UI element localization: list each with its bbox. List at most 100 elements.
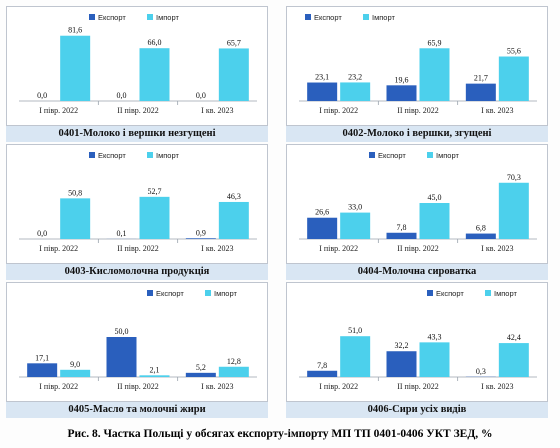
- legend-swatch-export: [305, 14, 311, 20]
- chart-svg-0406: Експорт Імпорт 7,8 51,0 І півр. 2022 32,2 43,3…: [299, 289, 537, 391]
- bar-export: [386, 351, 417, 377]
- data-label: 2,1: [150, 365, 160, 374]
- bar-export: [386, 232, 417, 239]
- data-label: 0,0: [37, 91, 47, 100]
- bar-export: [106, 337, 137, 377]
- legend-swatch-export: [89, 14, 95, 20]
- bar-import: [340, 336, 371, 377]
- x-tick-label: І півр. 2022: [319, 106, 358, 115]
- bar-export: [307, 370, 338, 377]
- x-tick-label: ІІ півр. 2022: [117, 382, 159, 391]
- legend-label-import: Імпорт: [156, 13, 179, 22]
- legend-swatch-import: [205, 290, 211, 296]
- data-label: 12,8: [227, 357, 241, 366]
- data-label: 50,8: [68, 188, 82, 197]
- x-tick-label: ІІ півр. 2022: [117, 244, 159, 253]
- data-label: 7,8: [397, 223, 407, 232]
- chart-svg-0401: Експорт Імпорт 0,0 81,6 І півр. 2022 0,0 66,0 І…: [19, 13, 257, 115]
- data-label: 6,8: [476, 224, 486, 233]
- data-label: 43,3: [428, 332, 442, 341]
- chart-title-0404: 0404-Молочна сироватка: [286, 264, 548, 280]
- chart-panel-0402: Експорт Імпорт 23,1 23,2 І півр. 2022 19,6 65,…: [286, 6, 548, 126]
- bar-import: [139, 48, 170, 101]
- legend-swatch-import: [363, 14, 369, 20]
- data-label: 81,6: [68, 26, 82, 35]
- bar-import: [419, 203, 450, 239]
- chart-svg-0404: Експорт Імпорт 26,6 33,0 І півр. 2022 7,8 45,0…: [299, 151, 537, 253]
- data-label: 55,6: [507, 47, 521, 56]
- bar-import: [218, 201, 249, 239]
- legend-label-import: Імпорт: [156, 151, 179, 160]
- chart-title-0406: 0406-Сири усіх видів: [286, 402, 548, 418]
- data-label: 9,0: [70, 360, 80, 369]
- chart-title-0405: 0405-Масло та молочні жири: [6, 402, 268, 418]
- x-tick-label: І кв. 2023: [481, 244, 513, 253]
- legend-label-export: Експорт: [314, 13, 342, 22]
- x-tick-label: ІІ півр. 2022: [397, 382, 439, 391]
- bar-import: [218, 48, 249, 101]
- data-label: 5,2: [196, 363, 206, 372]
- bar-import: [340, 212, 371, 239]
- bar-export: [386, 85, 417, 101]
- bar-import: [218, 366, 249, 377]
- x-tick-label: І кв. 2023: [201, 106, 233, 115]
- data-label: 19,6: [395, 75, 409, 84]
- data-label: 23,1: [315, 73, 329, 82]
- data-label: 42,4: [507, 333, 521, 342]
- data-label: 17,1: [35, 353, 49, 362]
- figure-caption: Рис. 8. Частка Польщі у обсягах експорту…: [67, 428, 493, 440]
- x-tick-label: ІІ півр. 2022: [397, 244, 439, 253]
- data-label: 46,3: [227, 192, 241, 201]
- chart-panel-0405: Експорт Імпорт 17,1 9,0 І півр. 2022 50,0 2,1 І…: [6, 282, 268, 402]
- bar-import: [139, 375, 170, 377]
- chart-panel-0404: Експорт Імпорт 26,6 33,0 І півр. 2022 7,8 45,0…: [286, 144, 548, 264]
- data-label: 65,9: [428, 38, 442, 47]
- legend-swatch-export: [89, 152, 95, 158]
- bar-import: [419, 342, 450, 377]
- legend-label-export: Експорт: [156, 289, 184, 298]
- legend-label-export: Експорт: [98, 151, 126, 160]
- bar-import: [60, 35, 91, 101]
- x-tick-label: ІІ півр. 2022: [397, 106, 439, 115]
- data-label: 33,0: [348, 203, 362, 212]
- legend-swatch-export: [147, 290, 153, 296]
- bar-import: [60, 198, 91, 239]
- chart-title-0403: 0403-Кисломолочна продукція: [6, 264, 268, 280]
- data-label: 70,3: [507, 173, 521, 182]
- bar-export: [465, 233, 496, 239]
- x-tick-label: І півр. 2022: [39, 244, 78, 253]
- bar-import: [139, 196, 170, 239]
- data-label: 21,7: [474, 74, 488, 83]
- x-tick-label: І кв. 2023: [481, 382, 513, 391]
- bar-import: [498, 343, 529, 377]
- data-label: 52,7: [148, 187, 162, 196]
- chart-svg-0403: Експорт Імпорт 0,0 50,8 І півр. 2022 0,1 52,7 І…: [19, 151, 257, 253]
- chart-svg-0405: Експорт Імпорт 17,1 9,0 І півр. 2022 50,0 2,1 І…: [19, 289, 257, 391]
- data-label: 51,0: [348, 326, 362, 335]
- x-tick-label: І кв. 2023: [481, 106, 513, 115]
- data-label: 0,1: [117, 229, 127, 238]
- legend-label-import: Імпорт: [436, 151, 459, 160]
- data-label: 0,9: [196, 228, 206, 237]
- legend-swatch-import: [147, 14, 153, 20]
- x-tick-label: ІІ півр. 2022: [117, 106, 159, 115]
- x-tick-label: І кв. 2023: [201, 382, 233, 391]
- legend-swatch-import: [147, 152, 153, 158]
- data-label: 0,3: [476, 367, 486, 376]
- x-tick-label: І півр. 2022: [39, 106, 78, 115]
- legend-swatch-export: [369, 152, 375, 158]
- legend-swatch-export: [427, 290, 433, 296]
- bar-export: [307, 217, 338, 239]
- legend-swatch-import: [485, 290, 491, 296]
- bar-export: [465, 83, 496, 101]
- bar-import: [419, 48, 450, 101]
- data-label: 23,2: [348, 72, 362, 81]
- chart-panel-0401: Експорт Імпорт 0,0 81,6 І півр. 2022 0,0 66,0 І…: [6, 6, 268, 126]
- chart-title-0402: 0402-Молоко і вершки, згущені: [286, 126, 548, 142]
- legend-label-export: Експорт: [98, 13, 126, 22]
- legend-label-import: Імпорт: [372, 13, 395, 22]
- x-tick-label: І кв. 2023: [201, 244, 233, 253]
- bar-import: [60, 369, 91, 377]
- bar-import: [498, 56, 529, 101]
- bar-import: [498, 182, 529, 239]
